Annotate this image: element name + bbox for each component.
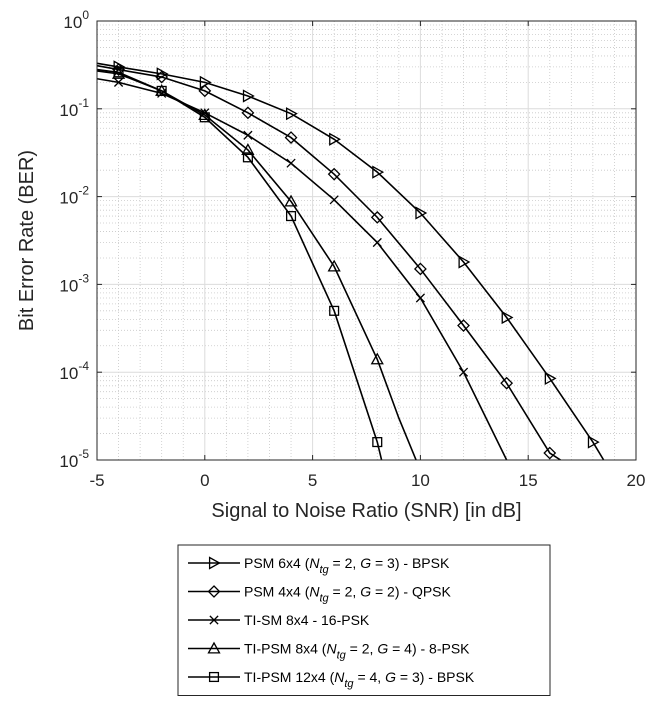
marker-triangle-right xyxy=(458,255,471,269)
marker-triangle-right xyxy=(242,89,255,103)
marker-triangle-up xyxy=(198,108,212,121)
marker-triangle-right xyxy=(544,371,557,386)
marker-diamond xyxy=(413,262,427,276)
series-1 xyxy=(97,60,605,460)
marker-triangle-right xyxy=(372,165,385,179)
marker-square xyxy=(199,112,210,123)
x-axis-label: Signal to Noise Ratio (SNR) [in dB] xyxy=(211,500,521,522)
axis-ticks xyxy=(96,20,637,461)
marker-x xyxy=(113,77,124,87)
marker-diamond xyxy=(207,585,221,598)
marker-x xyxy=(329,195,339,205)
marker-square xyxy=(113,67,124,78)
x-tick-label: 15 xyxy=(519,471,538,490)
legend-entry: TI-PSM 12x4 (Ntg = 4, G = 3) - BPSK xyxy=(188,669,475,690)
y-tick-label: 10-5 xyxy=(59,447,89,471)
y-tick-label: 10-3 xyxy=(59,271,89,295)
marker-square xyxy=(242,152,253,163)
marker-diamond xyxy=(284,131,298,145)
plot-area xyxy=(97,21,636,460)
marker-triangle-right xyxy=(501,310,514,325)
marker-diamond xyxy=(241,106,255,120)
marker-square xyxy=(372,437,383,448)
legend-entry: TI-SM 8x4 - 16-PSK xyxy=(188,612,370,628)
x-tick-label: 0 xyxy=(200,471,209,490)
y-tick-label: 10-4 xyxy=(59,359,89,383)
marker-diamond xyxy=(457,319,470,332)
marker-triangle-up xyxy=(241,143,255,155)
x-tick-label: 20 xyxy=(627,471,646,490)
series-line xyxy=(97,62,605,460)
marker-diamond xyxy=(500,376,514,390)
legend-label: PSM 4x4 (Ntg = 2, G = 2) - QPSK xyxy=(244,584,452,605)
y-tick-label: 100 xyxy=(63,8,89,32)
marker-x xyxy=(372,237,382,248)
marker-diamond xyxy=(543,446,557,460)
legend: PSM 6x4 (Ntg = 2, G = 3) - BPSK PSM 4x4 (… xyxy=(177,544,551,696)
marker-triangle-right xyxy=(415,206,428,220)
legend-label: PSM 6x4 (Ntg = 2, G = 3) - BPSK xyxy=(244,555,450,576)
marker-diamond xyxy=(327,167,341,181)
marker-square xyxy=(208,671,220,683)
marker-triangle-right xyxy=(329,132,341,146)
marker-triangle-up xyxy=(284,194,298,207)
marker-x xyxy=(243,130,253,140)
x-tick-label: 10 xyxy=(411,471,430,490)
series-2 xyxy=(97,63,561,460)
legend-label: TI-PSM 8x4 (Ntg = 2, G = 4) - 8-PSK xyxy=(244,641,470,662)
tick-labels: -5 0 5 10 15 20 100 10-1 10-2 10-3 10-4 10-5 xyxy=(59,8,645,490)
y-tick-label: 10-1 xyxy=(59,96,89,120)
legend-label: TI-PSM 12x4 (Ntg = 4, G = 3) - BPSK xyxy=(244,669,475,690)
plot-border xyxy=(96,20,637,461)
marker-triangle-right xyxy=(285,107,298,121)
marker-square xyxy=(156,85,167,96)
marker-triangle-right xyxy=(587,435,600,449)
marker-triangle-up xyxy=(370,352,384,365)
marker-diamond xyxy=(370,210,384,224)
y-tick-label: 10-2 xyxy=(59,184,89,208)
y-axis-label: Bit Error Rate (BER) xyxy=(16,150,38,331)
series-5 xyxy=(97,67,383,460)
series-line xyxy=(97,68,383,460)
marker-square xyxy=(285,211,297,222)
legend-entry: PSM 6x4 (Ntg = 2, G = 3) - BPSK xyxy=(188,555,450,576)
marker-triangle-right xyxy=(208,556,221,570)
x-tick-label: -5 xyxy=(89,471,104,490)
marker-triangle-up xyxy=(327,259,341,272)
legend-label: TI-SM 8x4 - 16-PSK xyxy=(244,612,370,628)
marker-square xyxy=(329,305,340,316)
series-line xyxy=(97,64,561,460)
marker-diamond xyxy=(198,84,212,98)
legend-entry: PSM 4x4 (Ntg = 2, G = 2) - QPSK xyxy=(188,584,452,605)
marker-x xyxy=(415,293,425,303)
x-tick-label: 5 xyxy=(308,471,317,490)
marker-x xyxy=(286,158,296,168)
legend-entry: TI-PSM 8x4 (Ntg = 2, G = 4) - 8-PSK xyxy=(188,641,470,662)
marker-triangle-up xyxy=(207,641,221,654)
marker-x xyxy=(209,615,219,625)
marker-x xyxy=(458,367,469,377)
marker-diamond xyxy=(155,70,169,84)
series-layer xyxy=(97,60,605,460)
series-3 xyxy=(97,77,508,460)
